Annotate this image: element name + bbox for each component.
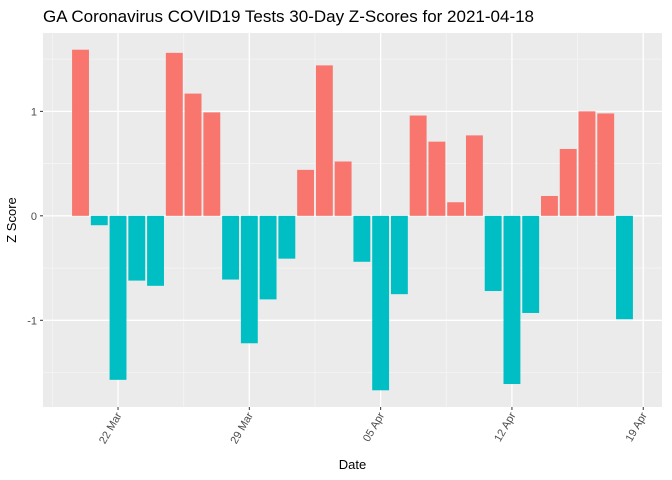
bar <box>184 93 202 216</box>
chart-title: GA Coronavirus COVID19 Tests 30-Day Z-Sc… <box>43 7 534 26</box>
x-axis: 22 Mar 29 Mar 05 Apr 12 Apr 19 Apr <box>97 407 650 446</box>
bar <box>522 215 540 313</box>
bar <box>578 111 596 216</box>
bar <box>597 113 615 216</box>
bars <box>72 49 633 391</box>
x-tick-label: 19 Apr <box>624 410 650 444</box>
bar <box>259 215 277 300</box>
bar <box>90 215 108 226</box>
bar <box>353 215 371 262</box>
x-tick-label: 05 Apr <box>361 410 387 444</box>
x-axis-title: Date <box>339 457 366 472</box>
bar <box>203 112 221 216</box>
bar <box>334 161 352 216</box>
x-tick-label: 12 Apr <box>492 410 518 444</box>
bar <box>315 65 333 216</box>
bar <box>541 195 558 216</box>
x-tick-label: 29 Mar <box>228 410 256 446</box>
y-tick-label: -1 <box>27 315 37 327</box>
bar <box>465 135 483 216</box>
bar <box>428 141 446 216</box>
bar <box>559 148 577 216</box>
bar <box>109 215 127 380</box>
y-tick-label: 0 <box>31 211 37 223</box>
y-axis: 1 0 -1 <box>27 106 43 327</box>
bar <box>128 215 146 281</box>
x-tick-label: 22 Mar <box>97 410 125 446</box>
bar <box>147 215 164 286</box>
bar <box>390 215 408 295</box>
bar <box>165 52 183 216</box>
bar <box>616 215 633 320</box>
y-tick-label: 1 <box>31 106 37 118</box>
bar <box>278 215 296 259</box>
bar <box>297 169 315 216</box>
bar <box>240 215 258 344</box>
bar <box>409 115 427 216</box>
bar <box>503 215 521 385</box>
bar <box>72 49 89 216</box>
plot-panel <box>43 33 662 407</box>
y-axis-title: Z Score <box>4 197 19 243</box>
bar <box>372 215 390 391</box>
minor-gridlines <box>43 33 662 407</box>
bar <box>222 215 240 280</box>
bar <box>484 215 502 292</box>
bar <box>447 202 465 216</box>
